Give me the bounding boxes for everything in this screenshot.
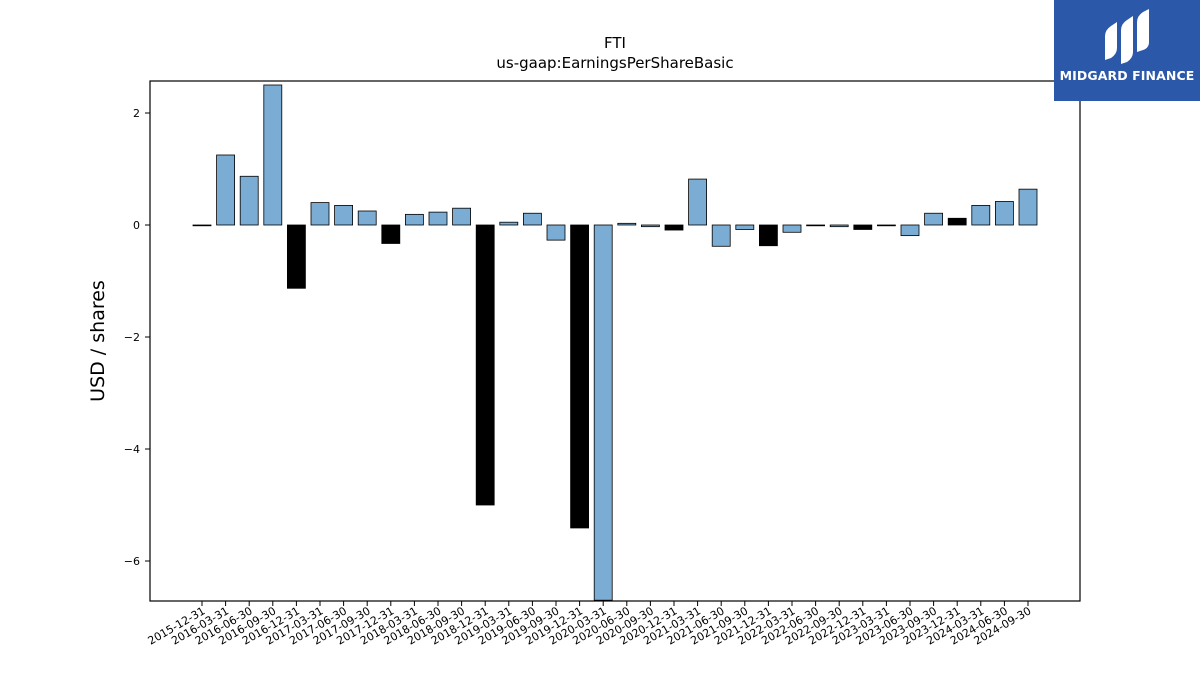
plot-frame [149,80,1081,602]
bar [216,154,236,226]
bars-group [192,84,1038,601]
bar [617,222,637,226]
bar [404,213,424,226]
bar [263,84,283,226]
bar [641,224,660,228]
bar [664,224,684,231]
y-tick-label: 2 [133,107,140,120]
bar [829,224,849,228]
chart-subtitle: us-gaap:EarningsPerShareBasic [496,54,733,72]
bar [995,201,1014,226]
bar [759,224,778,247]
bar [735,224,755,230]
bar [947,217,967,226]
bar [688,178,707,226]
x-ticks-group: 2015-12-312016-03-312016-06-302016-09-30… [146,601,1034,648]
bar [546,224,566,241]
bar [475,224,495,506]
bar [1018,188,1038,226]
y-tick-label: −6 [124,555,140,568]
bar [782,224,802,233]
bar [499,221,519,226]
bar [381,224,401,244]
bar [334,204,354,226]
y-tick-label: −4 [124,443,140,456]
bar [900,224,920,237]
midgard-logo-icon [1105,9,1149,64]
bar [239,175,259,226]
bar [570,224,589,529]
bar [286,224,306,289]
bar [971,204,991,226]
bar [924,212,943,226]
bar [806,224,825,227]
bar [711,224,731,247]
y-tick-label: 0 [133,219,140,232]
bar [357,210,377,226]
midgard-finance-logo: MIDGARD FINANCE [1054,0,1200,101]
bar [452,207,472,226]
bar [853,224,873,230]
bar [593,224,613,601]
bar [523,212,542,226]
y-axis-label: USD / shares [87,280,109,402]
bar [310,202,330,226]
bar [428,211,448,226]
y-ticks-group: 2 0 −2 −4 −6 [124,107,150,568]
bar [192,224,212,227]
logo-text: MIDGARD FINANCE [1059,68,1195,83]
chart-title: FTI [604,34,626,52]
bar [877,224,896,227]
y-tick-label: −2 [124,331,140,344]
